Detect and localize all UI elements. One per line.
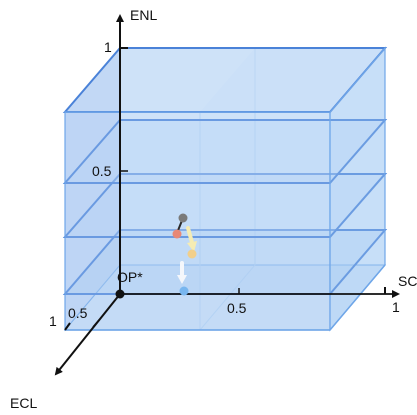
depth-tick-near	[64, 322, 71, 331]
cube-front-faces	[64, 46, 386, 332]
horizontal-axis-label: SC	[398, 273, 417, 289]
vertical-axis-label: ENL	[130, 7, 157, 23]
labels: ENL 1 0.5 OP* SC 0.5 1 0.5 1 ECL	[10, 7, 417, 411]
inner-divider-line	[199, 264, 256, 331]
salmon-point	[172, 229, 182, 239]
depth-axis-label: ECL	[10, 395, 37, 411]
white-arrow-head	[177, 275, 187, 284]
origin-label: OP*	[117, 269, 143, 285]
blue-point	[179, 286, 189, 296]
plane-level-3	[62, 47, 388, 113]
vertical-tick-label-top: 1	[104, 39, 112, 55]
yellow-point	[187, 249, 197, 259]
cube-front-face	[64, 111, 331, 331]
yellow-arrow-head	[187, 241, 197, 252]
depth-tick-mid	[92, 319, 100, 328]
vertical-tick-label-mid: 0.5	[92, 163, 112, 179]
cube-inner-block	[200, 48, 385, 112]
depth-tick-label-near: 1	[49, 313, 57, 329]
origin-point	[115, 289, 125, 299]
trajectory	[172, 213, 197, 296]
cube-edge	[329, 264, 386, 331]
horizontal-tick-label-mid: 0.5	[227, 300, 247, 316]
depth-tick-label-mid: 0.5	[68, 305, 88, 321]
horizontal-tick-label-end: 1	[392, 299, 400, 315]
cube-back-faces	[63, 46, 387, 332]
depth-axis	[54, 293, 121, 376]
gray-point	[178, 213, 188, 223]
axes	[54, 14, 400, 376]
